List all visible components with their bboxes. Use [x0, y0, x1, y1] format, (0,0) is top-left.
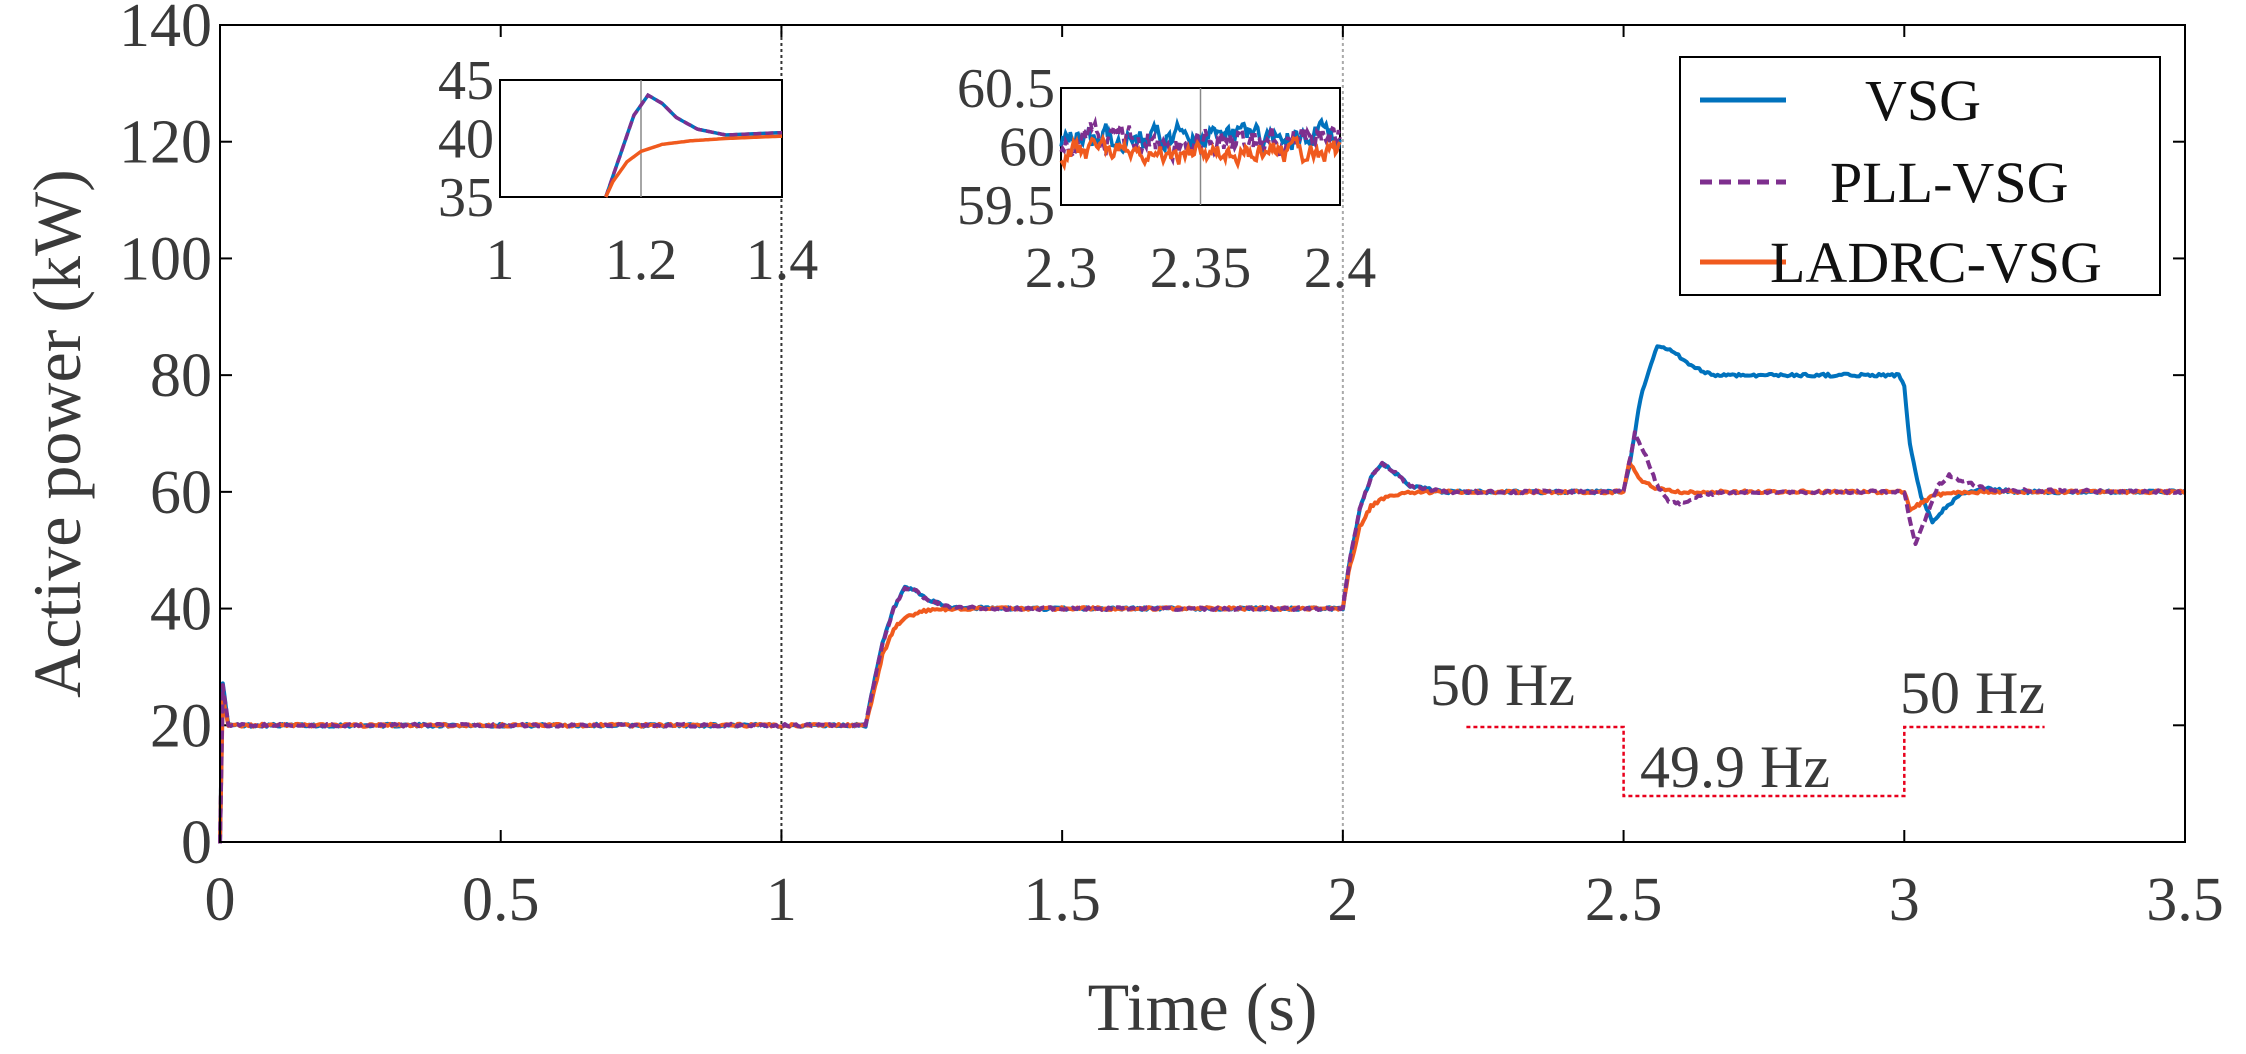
- y-tick-label: 60: [150, 459, 212, 527]
- x-tick-label: 2: [1327, 866, 1358, 934]
- y-tick-label: 120: [119, 109, 212, 177]
- inset-y-tick-label: 59.5: [957, 175, 1055, 237]
- legend-label-ladrc-vsg: LADRC-VSG: [1770, 230, 2102, 295]
- frequency-profile-line: [1466, 725, 2045, 798]
- inset-y-tick-label: 60: [999, 117, 1055, 179]
- legend: VSG PLL-VSG LADRC-VSG: [1679, 56, 2161, 296]
- x-tick-label: 0: [205, 866, 236, 934]
- freq-label-right: 50 Hz: [1900, 660, 2045, 726]
- inset-x-tick-label: 2.35: [1150, 235, 1252, 300]
- inset-series-ladrc-vsg: [604, 134, 783, 198]
- y-tick-label: 80: [150, 342, 212, 410]
- inset-x-tick-label: 1: [486, 227, 515, 292]
- inset-series-ladrc-vsg: [1059, 133, 1342, 172]
- y-tick-label: 100: [119, 225, 212, 293]
- inset-x-tick-label: 1.2: [605, 227, 678, 292]
- x-tick-label: 0.5: [462, 866, 540, 934]
- inset-y-tick-label: 35: [438, 167, 494, 229]
- y-axis-label: Active power (kW): [19, 169, 95, 698]
- x-tick-label: 2.5: [1585, 866, 1663, 934]
- inset-x-tick-label: 2.4: [1304, 235, 1377, 300]
- x-tick-label: 3: [1889, 866, 1920, 934]
- inset-x-tick-label: 2.3: [1025, 235, 1098, 300]
- legend-label-vsg: VSG: [1865, 68, 1981, 133]
- x-tick-label: 1: [766, 866, 797, 934]
- inset-x-tick-label: 1.4: [746, 227, 819, 292]
- x-tick-label: 1.5: [1023, 866, 1101, 934]
- frequency-annotation: 50 Hz 49.9 Hz 50 Hz: [1430, 652, 2045, 800]
- y-tick-label: 40: [150, 576, 212, 644]
- inset-series-pll-vsg: [604, 92, 783, 198]
- plot-frame: [219, 24, 2186, 843]
- series-line-pll-vsg: [218, 430, 2187, 844]
- y-tick-label: 0: [181, 809, 212, 877]
- inset-y-tick-label: 60.5: [957, 58, 1055, 120]
- x-axis-label: Time (s): [1088, 969, 1318, 1045]
- y-tick-label: 20: [150, 692, 212, 760]
- freq-label-left: 50 Hz: [1430, 652, 1575, 718]
- x-tick-label: 3.5: [2146, 866, 2224, 934]
- legend-label-pll-vsg: PLL-VSG: [1830, 150, 2068, 215]
- inset-y-tick-label: 45: [438, 50, 494, 112]
- legend-box: [1679, 56, 2161, 296]
- inset-y-tick-label: 40: [438, 109, 494, 171]
- freq-label-mid: 49.9 Hz: [1640, 734, 1830, 800]
- y-tick-label: 140: [119, 0, 212, 60]
